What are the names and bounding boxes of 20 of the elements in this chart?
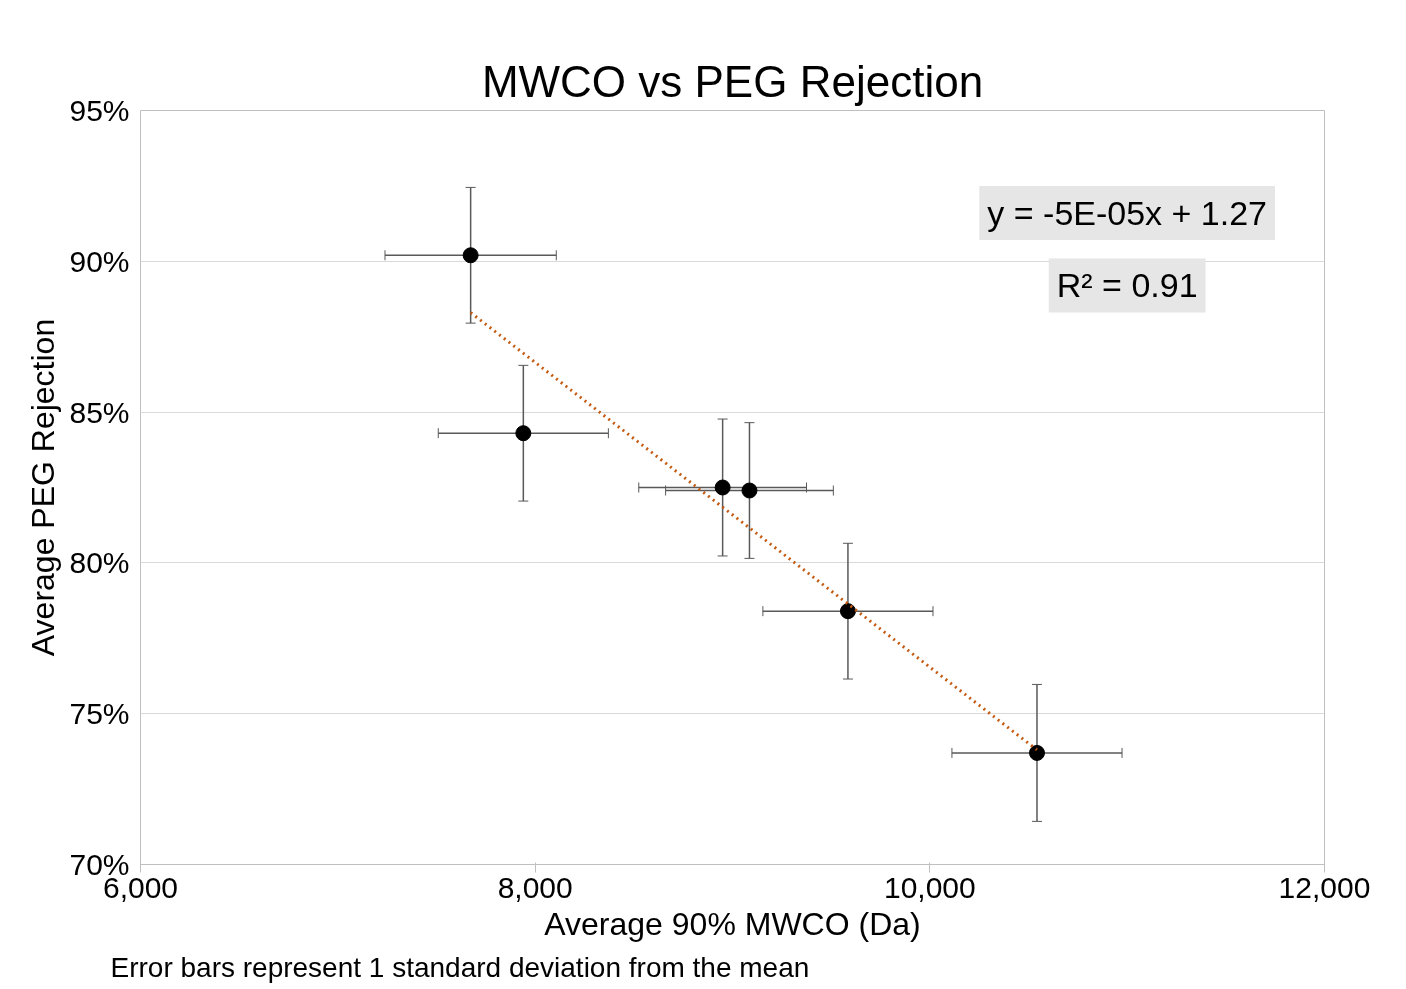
chart-title: MWCO vs PEG Rejection [481,56,984,106]
x-axis-title: Average 90% MWCO (Da) [544,905,921,942]
x-tick-label: 12,000 [1278,870,1371,904]
point [714,479,731,496]
point [515,425,532,442]
y-tick-label: 95% [69,94,130,127]
y-tick-label: 85% [69,395,130,429]
annotation: y = -5E-05x + 1.27 [987,194,1268,233]
y-tick-label: 75% [69,697,130,731]
y-tick-label: 80% [69,546,130,580]
y-axis-title: Average PEG Rejection [25,318,62,657]
point [462,247,479,264]
annotation: R² = 0.91 [1056,266,1198,305]
point [741,482,758,499]
y-tick-label: 90% [69,244,130,278]
text: Error bars represent 1 standard deviation from the mean [110,951,810,983]
point [1028,744,1045,761]
x-tick-label: 10,000 [883,870,976,904]
x-tick-label: 8,000 [497,870,573,904]
point [839,603,856,620]
